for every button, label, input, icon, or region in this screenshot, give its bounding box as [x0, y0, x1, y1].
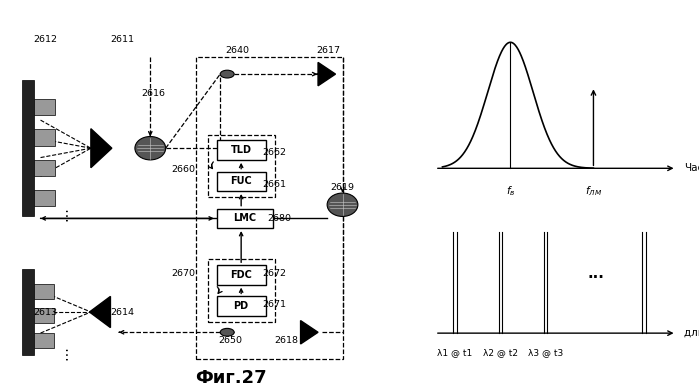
Text: λ3 @ t3: λ3 @ t3: [528, 349, 563, 358]
Text: 2672: 2672: [262, 269, 286, 278]
Text: 2661: 2661: [262, 179, 286, 189]
Text: LMC: LMC: [233, 213, 257, 223]
Text: $f_{ЛМ}$: $f_{ЛМ}$: [585, 185, 602, 199]
Bar: [22, 80, 34, 216]
Text: $f_{в}$: $f_{в}$: [505, 185, 515, 199]
Bar: [34, 284, 54, 299]
Bar: [217, 296, 266, 316]
Polygon shape: [91, 129, 112, 168]
Bar: [34, 160, 55, 176]
Bar: [217, 140, 266, 160]
Ellipse shape: [327, 193, 358, 216]
Text: 2650: 2650: [219, 335, 243, 345]
Text: 2616: 2616: [142, 89, 166, 98]
Polygon shape: [89, 296, 110, 328]
Bar: [196, 57, 343, 359]
FancyArrowPatch shape: [217, 287, 222, 293]
Bar: [217, 172, 266, 191]
Text: ...: ...: [588, 266, 605, 281]
Text: 2640: 2640: [226, 46, 250, 55]
Bar: [34, 129, 55, 146]
Text: FUC: FUC: [230, 176, 252, 186]
Bar: [34, 333, 54, 347]
Text: 2619: 2619: [331, 183, 354, 192]
Text: λ2 @ t2: λ2 @ t2: [483, 349, 518, 358]
Text: 2614: 2614: [110, 308, 134, 317]
Text: λ1 @ t1: λ1 @ t1: [438, 349, 473, 358]
Bar: [34, 190, 55, 206]
Text: 2670: 2670: [171, 269, 195, 278]
Text: длина волны: длина волны: [684, 328, 699, 338]
Bar: [208, 135, 275, 197]
Bar: [22, 269, 34, 355]
Text: 2680: 2680: [268, 214, 291, 223]
Text: 2671: 2671: [262, 300, 286, 310]
Text: ⋯: ⋯: [59, 207, 73, 222]
Text: 2660: 2660: [171, 165, 195, 174]
Bar: [34, 99, 55, 115]
Text: 2618: 2618: [275, 335, 298, 345]
Text: 2611: 2611: [110, 34, 134, 44]
Polygon shape: [318, 62, 336, 86]
FancyArrowPatch shape: [208, 162, 213, 168]
Text: 2662: 2662: [262, 148, 286, 158]
Ellipse shape: [220, 70, 234, 78]
Text: ⋯: ⋯: [59, 346, 73, 360]
Ellipse shape: [135, 136, 166, 160]
Text: TLD: TLD: [231, 145, 252, 155]
Bar: [208, 259, 275, 322]
Text: 2613: 2613: [34, 308, 57, 317]
Text: Фиг.27: Фиг.27: [195, 369, 266, 387]
Ellipse shape: [220, 328, 234, 336]
Text: 2612: 2612: [34, 34, 57, 44]
Text: Частота: Частота: [684, 163, 699, 173]
Text: PD: PD: [233, 301, 249, 311]
Text: 2617: 2617: [317, 46, 340, 55]
Text: FDC: FDC: [230, 270, 252, 280]
Polygon shape: [301, 321, 318, 344]
Bar: [217, 265, 266, 285]
Bar: [217, 209, 273, 228]
Bar: [34, 308, 54, 323]
